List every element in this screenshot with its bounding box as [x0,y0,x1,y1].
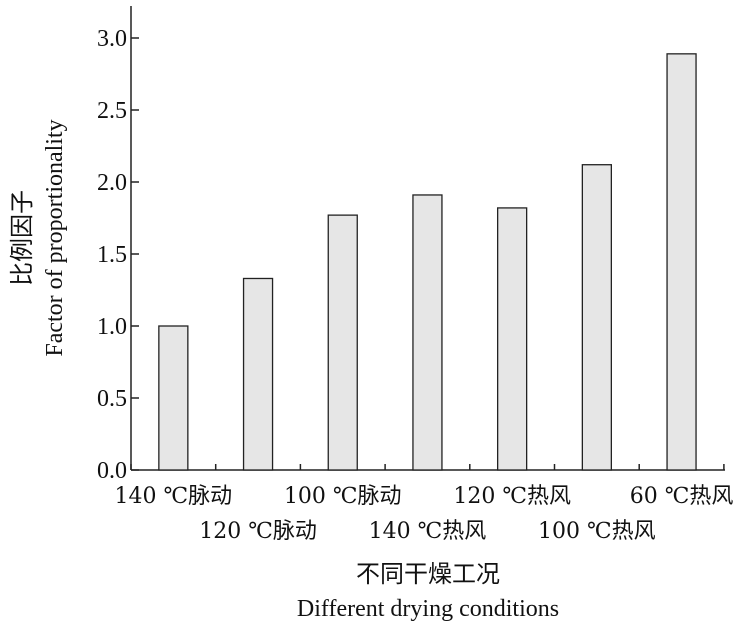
bar [158,325,189,471]
bar [412,194,443,471]
y-tick-label: 0.5 [97,386,127,412]
y-tick-label: 0.0 [97,458,127,484]
x-category-label: 60 ℃热风 [630,484,734,509]
x-axis-title-cn: 不同干燥工况 [356,560,500,588]
y-tick-label: 1.5 [97,242,127,268]
y-tick-label: 1.0 [97,314,127,340]
x-axis-title-en: Different drying conditions [297,596,559,622]
x-category-label: 140 ℃热风 [369,519,487,544]
x-category-label: 120 ℃热风 [453,484,571,509]
x-category-label: 140 ℃脉动 [115,484,233,509]
x-category-label: 120 ℃脉动 [199,519,317,544]
bar [581,164,612,471]
x-category-label: 100 ℃脉动 [284,484,402,509]
bar [496,207,528,471]
y-tick-label: 2.5 [97,98,127,124]
x-category-labels: 140 ℃脉动 120 ℃脉动 100 ℃脉动 140 ℃热风 120 ℃热风 100 ℃… [115,484,734,544]
x-ticks [130,464,725,470]
y-tick-label: 2.0 [97,170,127,196]
x-category-label: 100 ℃热风 [538,519,656,544]
y-tick-label: 3.0 [97,26,127,52]
y-axis-title-en: Factor of proportionality [42,119,68,356]
bar [242,277,274,471]
bars [158,53,697,471]
y-axis-title-cn: 比例因子 [8,190,36,286]
y-ticks: 0.0 0.5 1.0 1.5 2.0 2.5 3.0 [97,26,139,484]
bar [666,53,697,471]
bar [327,214,358,471]
